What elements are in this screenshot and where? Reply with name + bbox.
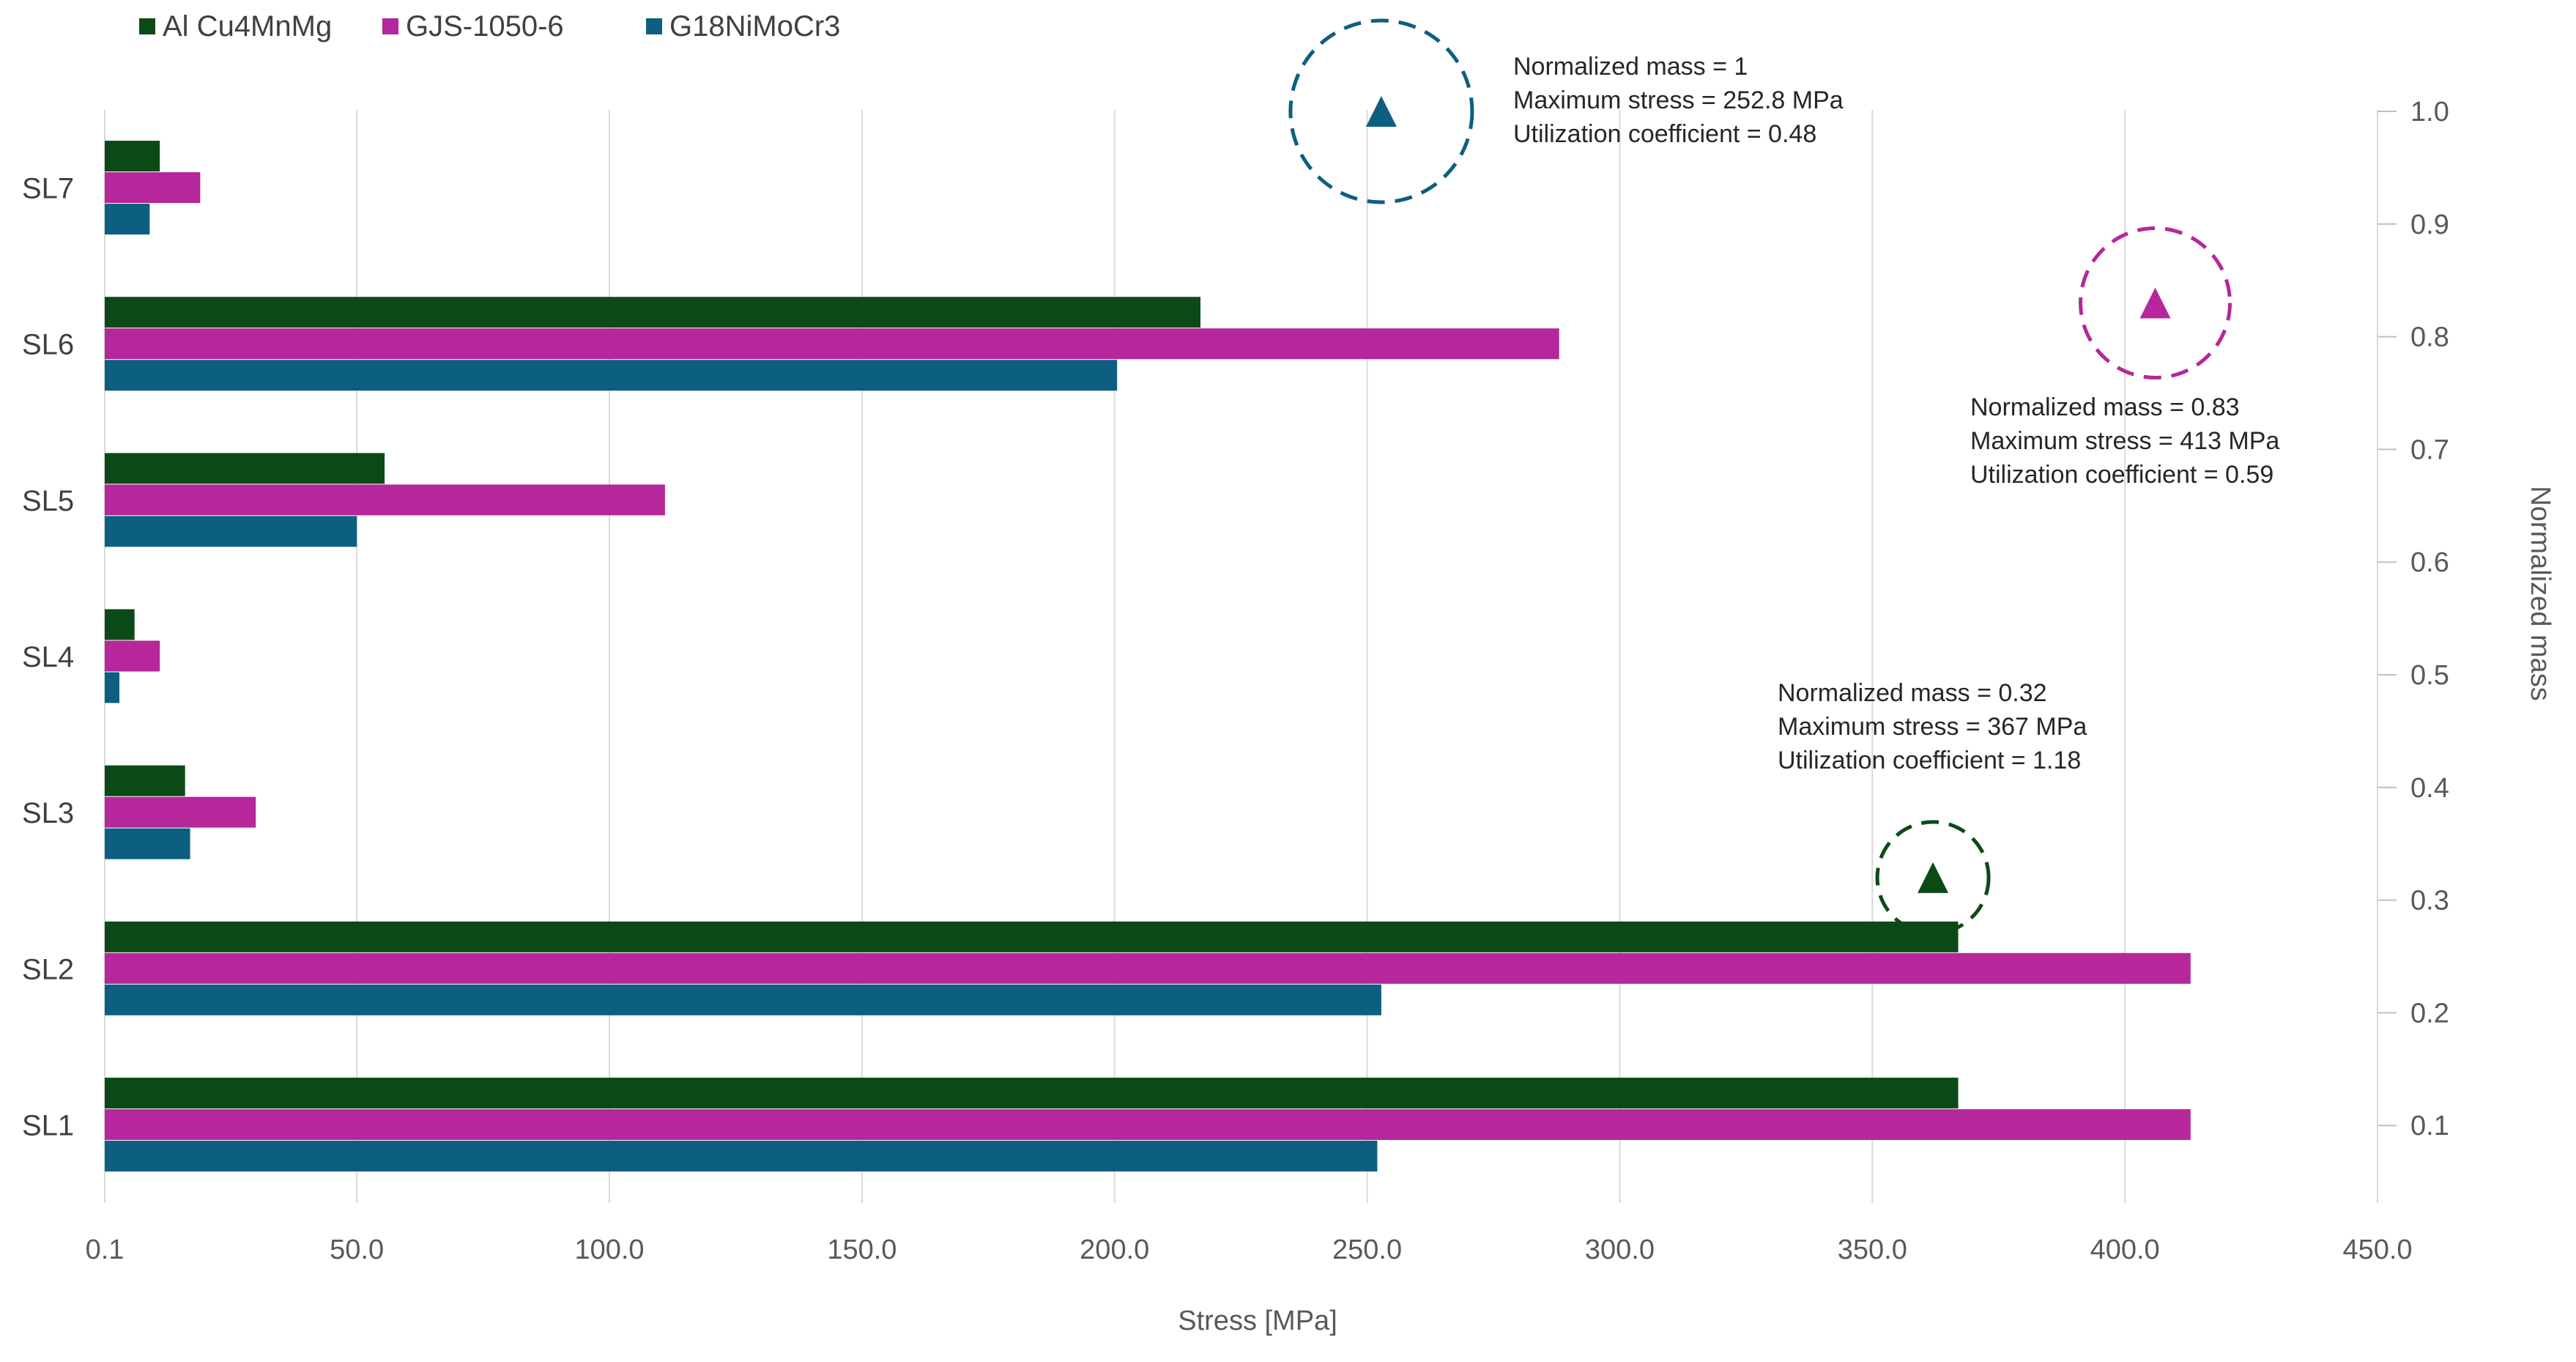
category-label-sl1: SL1 bbox=[22, 1109, 74, 1141]
category-label-sl7: SL7 bbox=[22, 173, 74, 205]
y2-tick-label: 0.5 bbox=[2410, 660, 2449, 691]
legend-label: Al Cu4MnMg bbox=[163, 10, 332, 42]
bar-sl1-al-cu4mnmg bbox=[105, 1077, 1959, 1109]
bar-sl1-gjs-1050-6 bbox=[105, 1109, 2191, 1140]
bar-sl7-al-cu4mnmg bbox=[105, 141, 160, 172]
category-label-sl5: SL5 bbox=[22, 485, 74, 517]
y2-axis-title: Normalized mass bbox=[2525, 486, 2555, 701]
y2-tick-label: 0.6 bbox=[2410, 547, 2449, 578]
annotation-al-cu4mnmg-line-2: Maximum stress = 367 MPa bbox=[1778, 713, 2087, 741]
annotation-al-cu4mnmg-line-3: Utilization coefficient = 1.18 bbox=[1778, 747, 2081, 774]
bar-sl3-g18nimocr3 bbox=[105, 828, 190, 859]
x-tick-label: 0.1 bbox=[86, 1235, 125, 1265]
grid-layer bbox=[104, 110, 2378, 1203]
x-tick-label: 400.0 bbox=[2090, 1235, 2160, 1265]
bar-sl3-gjs-1050-6 bbox=[105, 796, 256, 828]
bar-sl3-al-cu4mnmg bbox=[105, 765, 185, 796]
y2-tick-label: 1.0 bbox=[2410, 97, 2449, 127]
annotation-gjs-1050-6-line-1: Normalized mass = 0.83 bbox=[1970, 393, 2240, 421]
y2-tick-label: 0.3 bbox=[2410, 886, 2449, 917]
x-tick-label: 150.0 bbox=[827, 1235, 897, 1265]
x-tick-label: 100.0 bbox=[574, 1235, 644, 1265]
bar-sl2-g18nimocr3 bbox=[105, 984, 1381, 1015]
category-label-sl2: SL2 bbox=[22, 953, 74, 985]
bars-layer bbox=[105, 141, 2191, 1172]
bar-sl5-al-cu4mnmg bbox=[105, 453, 385, 484]
annotation-layer: Normalized mass = 1 Maximum stress = 252.… bbox=[1288, 18, 2279, 936]
legend-swatch-gjs-1050-6 bbox=[382, 18, 398, 34]
x-axis-title: Stress [MPa] bbox=[1178, 1306, 1337, 1336]
bar-sl4-g18nimocr3 bbox=[105, 672, 120, 703]
bar-sl5-gjs-1050-6 bbox=[105, 484, 665, 516]
axis-layer: 0.1 50.0 100.0 150.0 200.0 250.0 300.0 350.0 400… bbox=[22, 97, 2555, 1336]
highlight-circle-gjs-1050-6 bbox=[2079, 226, 2232, 380]
bar-sl6-g18nimocr3 bbox=[105, 360, 1118, 391]
x-tick-label: 350.0 bbox=[1838, 1235, 1907, 1265]
highlight-circle-al-cu4mnmg bbox=[1875, 820, 1991, 936]
legend: Al Cu4MnMg GJS-1050-6 G18NiMoCr3 bbox=[139, 10, 840, 42]
annotation-gjs-1050-6-line-3: Utilization coefficient = 0.59 bbox=[1970, 461, 2274, 489]
legend-label: GJS-1050-6 bbox=[406, 10, 564, 42]
y2-tick-label: 0.7 bbox=[2410, 434, 2449, 465]
legend-label: G18NiMoCr3 bbox=[669, 10, 840, 42]
x-tick-label: 50.0 bbox=[330, 1235, 384, 1265]
bar-sl1-g18nimocr3 bbox=[105, 1140, 1378, 1172]
category-label-sl4: SL4 bbox=[22, 641, 74, 673]
bar-sl5-g18nimocr3 bbox=[105, 516, 357, 547]
category-label-sl3: SL3 bbox=[22, 797, 74, 829]
y2-tick-label: 0.4 bbox=[2410, 773, 2449, 804]
annotation-g18nimocr3-line-1: Normalized mass = 1 bbox=[1513, 53, 1748, 81]
y2-tick-label: 0.8 bbox=[2410, 322, 2449, 353]
legend-swatch-al-cu4mnmg bbox=[139, 18, 155, 34]
x-tick-label: 250.0 bbox=[1332, 1235, 1402, 1265]
point-marker-gjs-1050-6 bbox=[2139, 287, 2171, 319]
annotation-g18nimocr3-line-2: Maximum stress = 252.8 MPa bbox=[1513, 86, 1844, 114]
y2-tick-label: 0.2 bbox=[2410, 998, 2449, 1029]
point-marker-al-cu4mnmg bbox=[1918, 862, 1949, 893]
bar-sl7-g18nimocr3 bbox=[105, 204, 150, 235]
annotation-gjs-1050-6-line-2: Maximum stress = 413 MPa bbox=[1970, 427, 2279, 455]
bar-sl4-al-cu4mnmg bbox=[105, 609, 135, 640]
x-tick-label: 300.0 bbox=[1585, 1235, 1655, 1265]
bar-sl4-gjs-1050-6 bbox=[105, 640, 160, 672]
bar-sl6-gjs-1050-6 bbox=[105, 328, 1559, 360]
annotation-al-cu4mnmg-line-1: Normalized mass = 0.32 bbox=[1778, 679, 2047, 707]
y2-tick-label: 0.9 bbox=[2410, 210, 2449, 240]
y2-tick-label: 0.1 bbox=[2410, 1111, 2449, 1141]
highlight-circle-g18nimocr3 bbox=[1288, 18, 1474, 204]
x-tick-label: 200.0 bbox=[1080, 1235, 1149, 1265]
category-label-sl6: SL6 bbox=[22, 329, 74, 361]
bar-sl2-gjs-1050-6 bbox=[105, 952, 2191, 984]
bar-sl2-al-cu4mnmg bbox=[105, 921, 1959, 952]
bar-sl6-al-cu4mnmg bbox=[105, 297, 1200, 328]
legend-swatch-g18nimocr3 bbox=[646, 18, 662, 34]
x-tick-label: 450.0 bbox=[2342, 1235, 2412, 1265]
annotation-g18nimocr3-line-3: Utilization coefficient = 0.48 bbox=[1513, 120, 1816, 148]
point-marker-g18nimocr3 bbox=[1365, 96, 1397, 127]
bar-sl7-gjs-1050-6 bbox=[105, 172, 201, 204]
